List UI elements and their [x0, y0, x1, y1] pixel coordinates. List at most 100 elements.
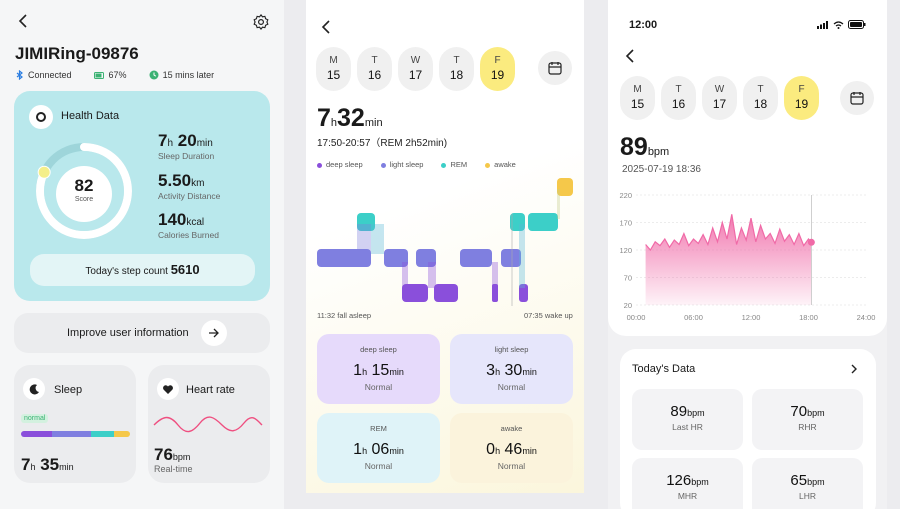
stat-status: Normal — [364, 461, 393, 471]
sleep-stat-card[interactable]: light sleep 3h 30min Normal — [450, 334, 573, 404]
tile-value: 126 — [666, 472, 692, 489]
moon-icon — [23, 378, 45, 400]
tile-value-row: 65bpm — [752, 472, 863, 489]
sleep-stat-card[interactable]: awake 0h 46min Normal — [450, 413, 573, 483]
calendar-button[interactable] — [840, 81, 874, 115]
improve-user-info-button[interactable]: Improve user information — [14, 313, 270, 353]
stat-m-unit: min — [389, 446, 404, 456]
day-chip[interactable]: T 16 — [357, 47, 392, 91]
tile-value-row: 70bpm — [752, 403, 863, 420]
back-button[interactable] — [319, 19, 333, 40]
calendar-button[interactable] — [538, 51, 572, 85]
day-chip[interactable]: W 17 — [702, 76, 737, 120]
sleep-status-tag: normal — [21, 414, 49, 423]
hr-last-point — [807, 238, 815, 246]
step-count-bar[interactable]: Today's step count 5610 — [30, 254, 255, 286]
tile-unit: bpm — [691, 477, 709, 487]
stat-minutes: 06 — [371, 441, 390, 458]
status-icons — [817, 20, 866, 29]
tile-unit: bpm — [807, 408, 825, 418]
day-chip[interactable]: T 18 — [439, 47, 474, 91]
bpm-unit: bpm — [647, 146, 670, 158]
heart-rate-value: 76 — [154, 445, 173, 464]
day-number: 15 — [630, 97, 645, 111]
battery-level: 67% — [108, 70, 127, 80]
stat-h-unit: h — [495, 367, 501, 377]
hr-data-tile[interactable]: 70bpm RHR — [752, 389, 863, 450]
day-chip[interactable]: T 18 — [743, 76, 778, 120]
todays-data-more-button[interactable] — [850, 362, 858, 380]
day-letter: F — [494, 55, 501, 66]
day-chip[interactable]: F 19 — [480, 47, 515, 91]
stat-title: REM — [370, 424, 387, 433]
deep-sleep-block — [519, 284, 528, 302]
todays-data-card: Today's Data 89bpm Last HR 70bpm RHR 126bpm M… — [620, 349, 876, 509]
tile-unit: bpm — [687, 408, 705, 418]
legend-label: awake — [494, 160, 516, 169]
current-bpm: 89bpm — [620, 133, 669, 162]
y-tick-label: 20 — [624, 301, 632, 310]
day-chip[interactable]: F 19 — [784, 76, 819, 120]
day-chip[interactable]: T 16 — [661, 76, 696, 120]
activity-distance-stat: 5.50km Activity Distance — [158, 171, 220, 201]
stat-minutes: 46 — [504, 441, 523, 458]
hours-unit: h — [330, 117, 338, 129]
day-chip[interactable]: M 15 — [316, 47, 351, 91]
day-letter: W — [410, 55, 421, 66]
sleep-detail-screen: M 15 T 16 W 17 T 18 F 19 7h32min 17:50-20:57（REM … — [306, 0, 584, 493]
heart-rate-screen: 12:00 M 15 T 16 W 17 T 18 F 19 89bpm 2025-07-19 1… — [608, 0, 887, 509]
legend-label: deep sleep — [326, 160, 363, 169]
hr-data-tile[interactable]: 65bpm LHR — [752, 458, 863, 509]
health-data-card[interactable]: Health Data 82 Score 7h 20min Sleep Dura… — [14, 91, 270, 301]
stat-hours: 1 — [353, 362, 363, 379]
stat-status: Normal — [497, 461, 526, 471]
legend-dot — [441, 162, 447, 168]
calories-unit: kcal — [186, 217, 205, 228]
tile-label: LHR — [798, 491, 816, 501]
hr-data-tile[interactable]: 89bpm Last HR — [632, 389, 743, 450]
settings-button[interactable] — [252, 13, 270, 36]
stat-duration: 3h 30min — [450, 362, 573, 380]
device-home-screen: JIMIRing-09876 Connected 67% 15 mins lat… — [0, 0, 284, 509]
sleep-card-h-unit: h — [30, 462, 36, 472]
day-number: 19 — [490, 68, 505, 82]
hr-line — [645, 214, 812, 252]
sleep-legend: deep sleep light sleep REM awake — [317, 160, 516, 169]
light-sleep-block — [501, 249, 521, 267]
wifi-icon — [833, 20, 844, 29]
day-number: 17 — [408, 68, 423, 82]
heart-card-title: Heart rate — [186, 384, 235, 396]
total-sleep: 7h32min — [317, 104, 383, 133]
deep-sleep-block — [492, 284, 498, 302]
day-chip[interactable]: W 17 — [398, 47, 433, 91]
sleep-stat-card[interactable]: deep sleep 1h 15min Normal — [317, 334, 440, 404]
sleep-stat-card[interactable]: REM 1h 06min Normal — [317, 413, 440, 483]
day-letter: T — [757, 84, 764, 95]
sync-clock-icon — [149, 70, 159, 80]
day-letter: T — [371, 55, 378, 66]
heart-rate-card[interactable]: Heart rate 76bpm Real-time — [148, 365, 270, 483]
day-number: 16 — [671, 97, 686, 111]
day-number: 18 — [449, 68, 464, 82]
total-minutes: 32 — [337, 104, 365, 132]
improve-label: Improve user information — [67, 327, 189, 339]
steps-label: Today's step count — [85, 266, 168, 277]
sleep-light-blocks — [317, 249, 521, 267]
gear-icon — [253, 13, 269, 31]
day-chip[interactable]: M 15 — [620, 76, 655, 120]
back-button[interactable] — [16, 13, 30, 34]
sleep-card[interactable]: Sleep normal 7h 35min — [14, 365, 136, 483]
hr-data-tile[interactable]: 126bpm MHR — [632, 458, 743, 509]
day-letter: M — [633, 84, 642, 95]
heart-rate-unit: bpm — [172, 452, 191, 462]
legend-dot — [317, 162, 322, 168]
calendar-icon — [548, 62, 562, 75]
steps-value: 5610 — [170, 262, 200, 277]
sleep-time-range: 17:50-20:57（REM 2h52min) — [317, 138, 448, 149]
x-tick-label: 24:00 — [857, 313, 876, 322]
day-number: 19 — [794, 97, 809, 111]
back-button[interactable] — [623, 48, 637, 69]
device-name: JIMIRing-09876 — [15, 44, 139, 63]
sleep-duration-label: Sleep Duration — [158, 151, 215, 161]
sleep-hours: 7 — [158, 131, 168, 150]
